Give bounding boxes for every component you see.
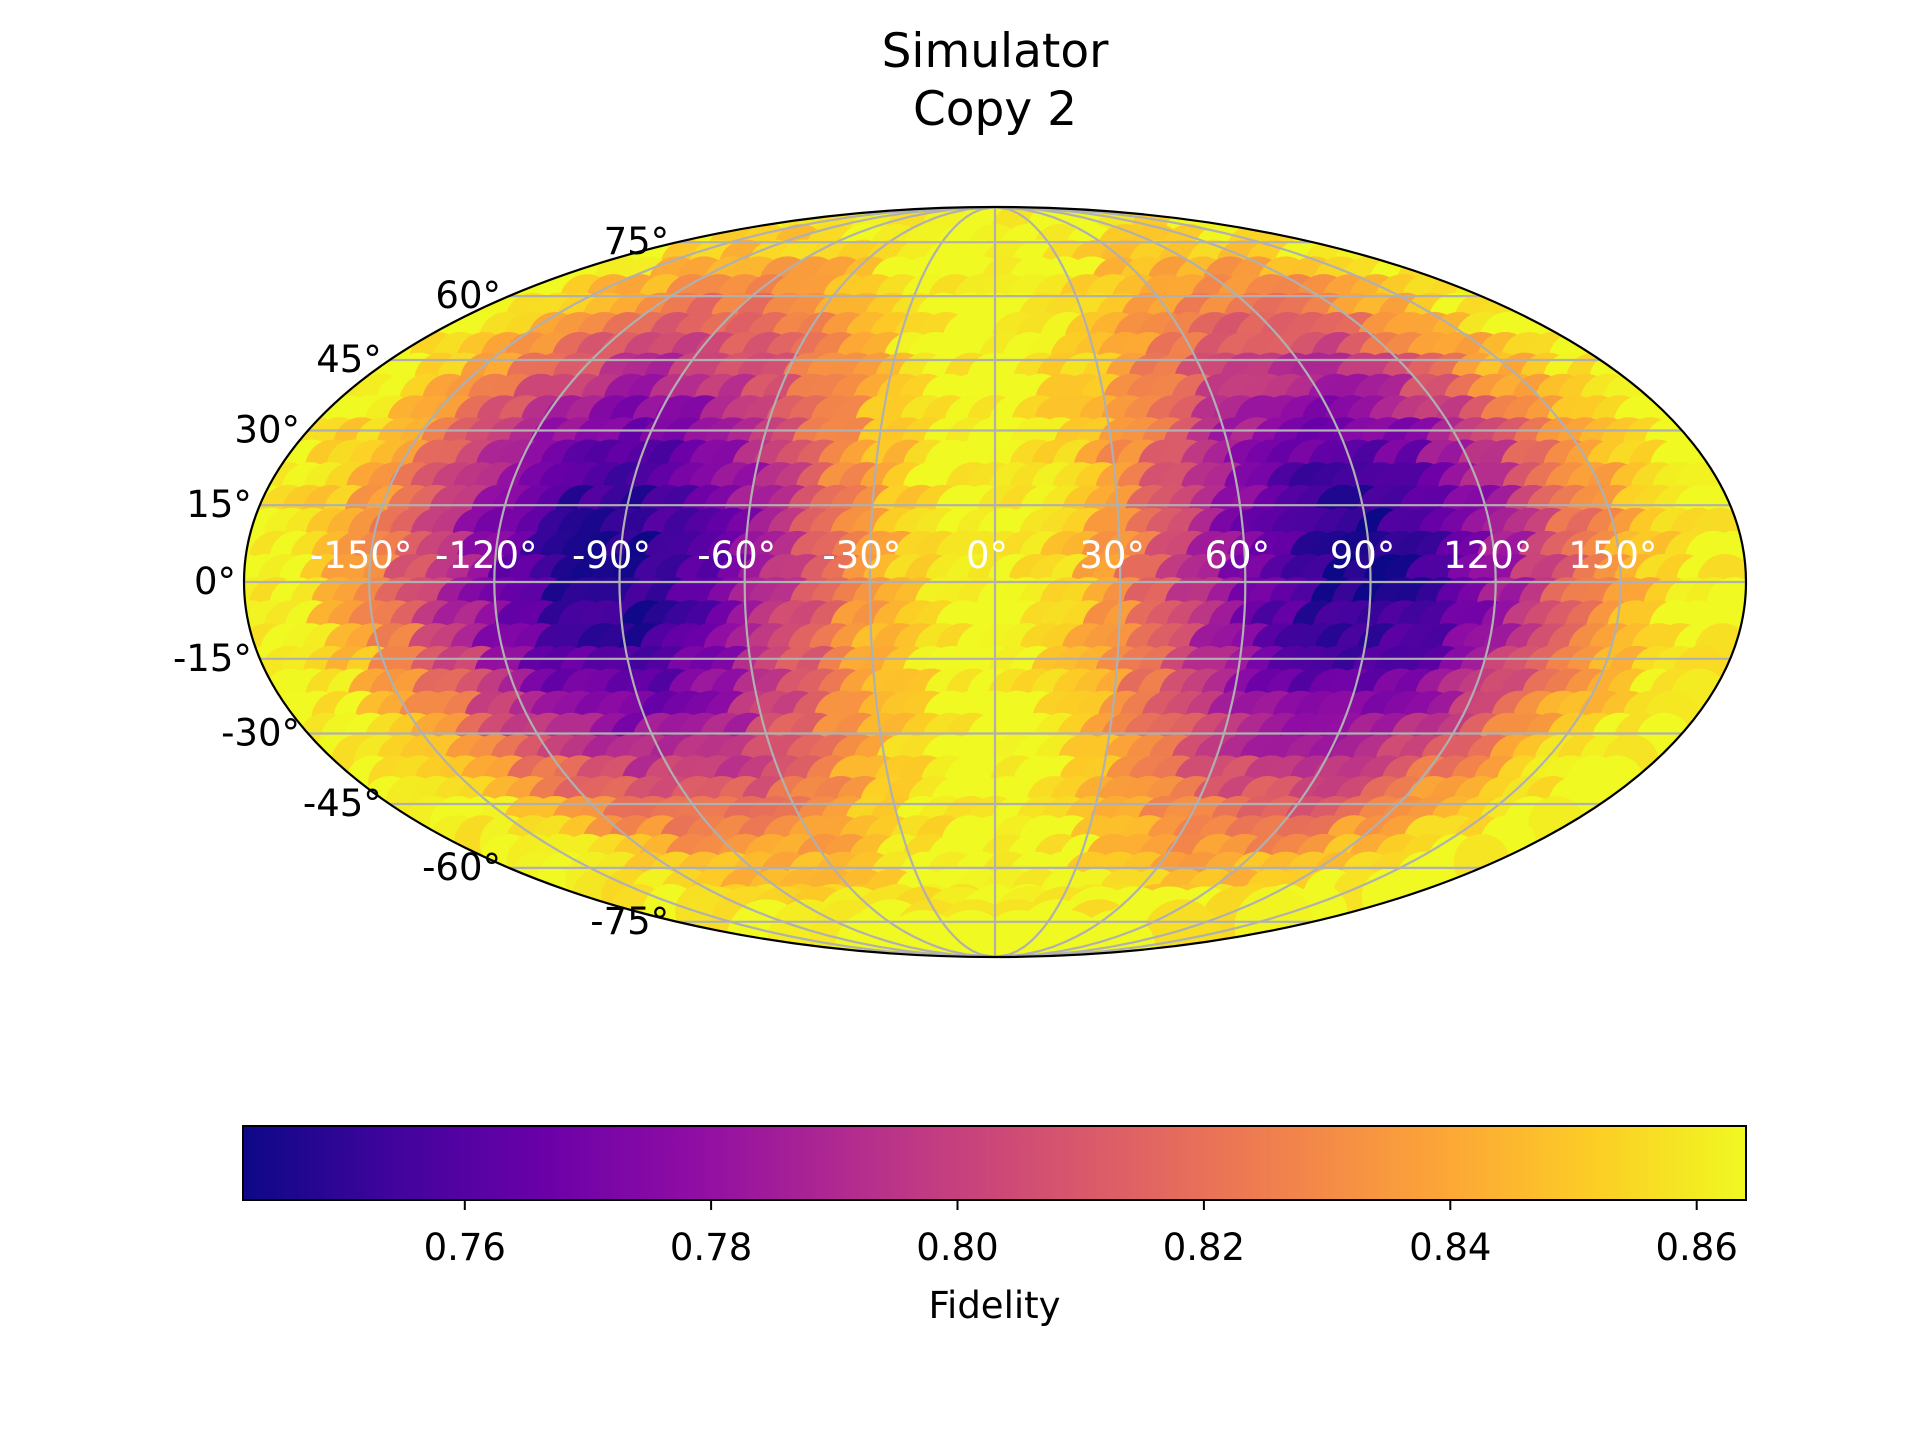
- longitude-tick-label: -60°: [697, 534, 776, 577]
- fidelity-patch: [1453, 833, 1510, 890]
- colorbar-ticks: 0.76 0.78 0.80 0.82 0.84 0.86: [424, 1200, 1738, 1269]
- colorbar-tick-label: 0.84: [1409, 1226, 1491, 1269]
- colorbar-gradient: [242, 1125, 1747, 1201]
- longitude-tick-label: 150°: [1568, 534, 1657, 577]
- latitude-tick-label: -45°: [303, 782, 382, 825]
- colorbar-label: Fidelity: [928, 1284, 1060, 1327]
- longitude-tick-label: 90°: [1330, 534, 1396, 577]
- longitude-tick-label: -120°: [435, 534, 537, 577]
- latitude-tick-label: 0°: [194, 560, 236, 603]
- latitude-tick-labels: 75° 60° 45° 30° 15° 0° -15° -30°-45° -60° -75°: [173, 220, 669, 943]
- latitude-tick-label: 60°: [435, 274, 501, 317]
- colorbar-tick-label: 0.80: [916, 1226, 998, 1269]
- chart-title-line-1: Simulator: [881, 24, 1109, 79]
- fidelity-patch: [955, 917, 1035, 957]
- latitude-tick-label: 30°: [234, 409, 300, 452]
- colorbar-tick-label: 0.86: [1656, 1226, 1738, 1269]
- latitude-tick-label: 75°: [604, 220, 670, 263]
- latitude-tick-label: -30°: [221, 712, 300, 755]
- longitude-tick-label: -30°: [822, 534, 901, 577]
- colorbar-tick-label: 0.76: [424, 1226, 506, 1269]
- colorbar-tick-label: 0.82: [1163, 1226, 1245, 1269]
- map-outline: [242, 205, 1748, 959]
- longitude-tick-label: 30°: [1079, 534, 1145, 577]
- longitude-tick-label: -90°: [572, 534, 651, 577]
- fidelity-patch: [1361, 868, 1418, 925]
- longitude-tick-label: 0°: [966, 534, 1008, 577]
- longitude-tick-label: 120°: [1443, 534, 1532, 577]
- chart-title-line-2: Copy 2: [912, 82, 1078, 137]
- latitude-tick-label: -75°: [590, 900, 669, 943]
- longitude-tick-label: -150°: [310, 534, 412, 577]
- colorbar: 0.76 0.78 0.80 0.82 0.84 0.86 Fidelity: [242, 1125, 1747, 1327]
- longitude-tick-label: 60°: [1205, 534, 1271, 577]
- latitude-tick-label: -60°: [422, 846, 501, 889]
- latitude-tick-label: 45°: [316, 338, 382, 381]
- latitude-tick-label: 15°: [186, 483, 252, 526]
- colorbar-tick-label: 0.78: [670, 1226, 752, 1269]
- map-grid: [244, 207, 1746, 957]
- longitude-tick-labels: -150° -120° -90° -60° -30° 0° 30° 60° 90° 120° 150…: [310, 534, 1657, 577]
- latitude-tick-label: -15°: [173, 637, 252, 680]
